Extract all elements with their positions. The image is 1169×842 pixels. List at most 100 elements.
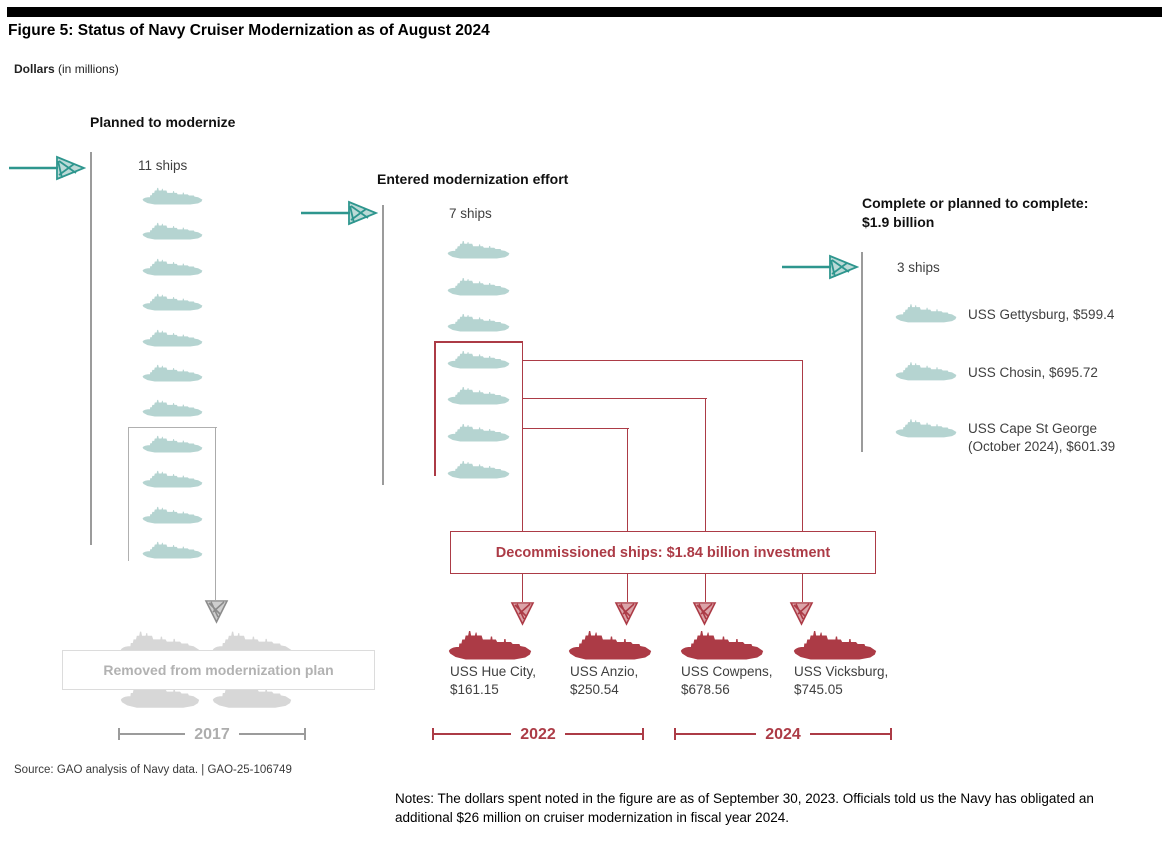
complete-ship	[895, 416, 957, 439]
ship-icon	[447, 424, 510, 442]
bracket-year: 2022	[520, 725, 556, 743]
decom-group-box-left	[434, 341, 436, 476]
bracket-tick	[674, 728, 676, 740]
bracket-year: 2017	[194, 725, 230, 743]
bracket-line	[238, 733, 304, 735]
ship-icon	[142, 400, 203, 417]
decom-stub-1	[521, 572, 523, 602]
ship-icon	[447, 460, 510, 479]
complete-ship-label: USS Gettysburg, $599.4	[968, 306, 1114, 324]
ship-icon	[448, 631, 532, 660]
bracket-tick	[432, 728, 434, 740]
year-bracket-2022: 2022	[432, 726, 644, 742]
ship-icon	[142, 364, 203, 382]
source-note: Source: GAO analysis of Navy data. | GAO…	[14, 764, 292, 776]
year-bracket-2017: 2017	[118, 726, 306, 742]
complete-heading-line1: Complete or planned to complete:	[862, 195, 1089, 211]
ship-icon	[142, 294, 203, 311]
ship-icon	[142, 541, 203, 559]
bracket-tick	[304, 728, 306, 740]
decommissioned-label: Decommissioned ships: $1.84 billion inve…	[495, 544, 831, 561]
entered-count-label: 7 ships	[449, 206, 492, 221]
flow-arrow-icon	[301, 200, 378, 226]
down-arrow-icon	[204, 600, 229, 624]
ship-name: USS Cape St George	[968, 421, 1098, 436]
removed-connector-line	[215, 427, 217, 600]
ship-name: USS Vicksburg,	[794, 664, 889, 679]
entered-axis-line	[382, 205, 384, 485]
ship-name-line2: (October 2024), $601.39	[968, 438, 1116, 454]
ship-icon	[142, 187, 203, 205]
removed-group-box	[128, 427, 217, 561]
ship-icon	[447, 277, 510, 296]
decom-group-box-top	[434, 341, 523, 343]
planned-heading: Planned to modernize	[90, 114, 236, 130]
complete-ship	[895, 301, 957, 324]
decom-stub-4	[801, 572, 803, 602]
removed-label: Removed from modernization plan	[103, 662, 334, 678]
complete-ship-label: USS Cape St George (October 2024), $601.…	[968, 420, 1115, 455]
bracket-line	[120, 733, 186, 735]
decommissioned-ship	[680, 626, 764, 662]
complete-heading: Complete or planned to complete: $1.9 bi…	[862, 194, 1088, 231]
bracket-line	[676, 733, 757, 735]
top-black-bar	[7, 7, 1162, 17]
ship-icon	[447, 350, 510, 369]
ship-name: USS Chosin, $695.72	[968, 365, 1098, 380]
figure-title: Figure 5: Status of Navy Cruiser Moderni…	[8, 22, 490, 39]
bracket-year: 2024	[765, 725, 801, 743]
ship-icon	[895, 419, 957, 438]
ship-name: USS Hue City,	[450, 664, 537, 679]
decommissioned-ship	[568, 626, 652, 662]
decom-stub-2	[626, 572, 628, 602]
bracket-line	[809, 733, 890, 735]
bracket-line	[434, 733, 512, 735]
decom-connector-v3	[704, 397, 706, 533]
decom-connector-v2	[626, 427, 628, 533]
units-label-rest: (in millions)	[54, 62, 119, 76]
year-bracket-2024: 2024	[674, 726, 892, 742]
complete-heading-line2: $1.9 billion	[862, 213, 935, 230]
decom-connector-h4	[521, 359, 803, 361]
units-label-bold: Dollars	[14, 62, 55, 76]
ship-icon	[142, 471, 203, 488]
ship-icon	[142, 506, 203, 524]
ship-value: $161.15	[450, 681, 499, 697]
bracket-tick	[118, 728, 120, 740]
decom-connector-h3	[521, 397, 707, 399]
flow-arrow-icon	[9, 155, 86, 181]
ship-name: USS Cowpens,	[681, 664, 773, 679]
entered-heading: Entered modernization effort	[377, 171, 569, 187]
down-arrow-icon	[510, 602, 535, 626]
decommissioned-ship-label: USS Anzio, $250.54	[570, 663, 638, 698]
decommissioned-ship-label: USS Cowpens, $678.56	[681, 663, 773, 698]
ship-value: $745.05	[794, 681, 843, 697]
flow-arrow-icon	[782, 254, 859, 280]
decommissioned-ship-label: USS Vicksburg, $745.05	[794, 663, 888, 698]
ship-icon	[447, 314, 510, 332]
decom-connector-v4	[801, 359, 803, 533]
complete-ship	[895, 359, 957, 382]
ship-icon	[142, 435, 203, 453]
ship-icon	[568, 631, 652, 660]
ship-icon	[447, 241, 510, 259]
decommissioned-label-box: Decommissioned ships: $1.84 billion inve…	[450, 531, 876, 574]
complete-axis-line	[861, 252, 863, 452]
ship-icon	[142, 329, 203, 347]
decommissioned-ship-label: USS Hue City, $161.15	[450, 663, 536, 698]
decommissioned-ship	[793, 626, 877, 662]
units-label: Dollars (in millions)	[14, 62, 119, 76]
ship-icon	[895, 304, 957, 323]
ship-value: $250.54	[570, 681, 619, 697]
decom-connector-h2	[521, 427, 629, 429]
removed-label-box: Removed from modernization plan	[62, 650, 375, 690]
figure-notes: Notes: The dollars spent noted in the fi…	[395, 791, 1094, 825]
planned-count-label: 11 ships	[138, 158, 188, 173]
ship-icon	[142, 258, 203, 276]
ship-icon	[895, 362, 957, 381]
planned-axis-line	[90, 152, 92, 545]
entered-ship-stack	[447, 238, 510, 480]
ship-value: $678.56	[681, 681, 730, 697]
down-arrow-icon	[614, 602, 639, 626]
